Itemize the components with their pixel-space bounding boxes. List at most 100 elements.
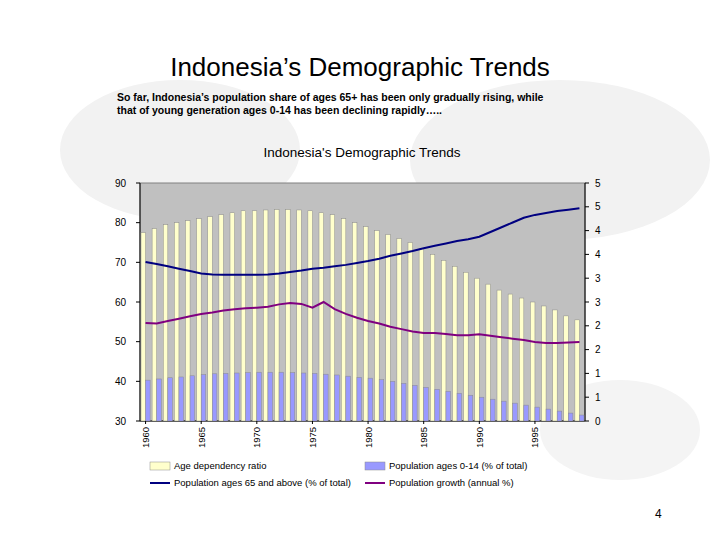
x-tick-label: 1960 — [140, 427, 151, 448]
bar — [430, 254, 435, 421]
line — [146, 302, 580, 343]
bar — [453, 266, 458, 421]
bar — [413, 385, 418, 421]
y2-tick — [585, 421, 589, 422]
bar — [557, 411, 562, 421]
bar — [208, 217, 213, 421]
x-tick-label: 1970 — [251, 427, 262, 448]
line — [146, 208, 580, 275]
x-tick — [368, 421, 369, 424]
bar — [252, 211, 257, 421]
bar — [568, 413, 573, 421]
y-tick-label: 50 — [115, 336, 127, 347]
legend-label: Population ages 0-14 (% of total) — [389, 460, 527, 471]
bar — [330, 215, 335, 421]
bar — [579, 415, 584, 421]
x-tick — [256, 421, 257, 424]
bar — [457, 393, 462, 421]
y2-tick — [585, 302, 589, 303]
y2-tick-label: 4 — [595, 249, 601, 260]
bar — [146, 380, 151, 421]
legend-item: Population growth (annual %) — [365, 477, 514, 488]
y-tick — [136, 262, 140, 263]
page-number: 4 — [655, 507, 662, 521]
bar — [219, 215, 224, 421]
background — [0, 0, 720, 540]
y2-tick-label: 3 — [595, 273, 601, 284]
x-tick-label: 1975 — [307, 427, 318, 448]
bar — [475, 278, 480, 421]
slide: Indonesia’s Demographic TrendsSo far, In… — [0, 0, 720, 540]
y-tick-label: 90 — [115, 178, 127, 189]
bar — [230, 213, 235, 421]
bar — [502, 401, 507, 421]
y2-tick-label: 5 — [595, 178, 601, 189]
bar — [446, 391, 451, 421]
bar — [341, 219, 346, 421]
bar — [424, 387, 429, 421]
bar — [223, 373, 228, 421]
bar — [186, 221, 191, 421]
legend-item: Age dependency ratio — [150, 460, 266, 471]
bar — [542, 306, 547, 421]
y-tick — [136, 302, 140, 303]
bar — [201, 375, 206, 421]
page: {"slide": {"title": "Indonesia’s Demogra… — [0, 0, 720, 540]
legend-swatch — [150, 482, 170, 484]
bar — [141, 233, 146, 421]
bar — [575, 320, 580, 421]
y2-tick — [585, 373, 589, 374]
legend-swatch — [150, 462, 170, 470]
bar — [212, 374, 217, 421]
bar — [268, 372, 273, 421]
bar — [357, 377, 362, 421]
bar — [419, 248, 424, 421]
x-axis — [140, 421, 585, 422]
bar — [257, 372, 262, 421]
bar — [390, 381, 395, 421]
legend-label: Population growth (annual %) — [389, 477, 514, 488]
bar — [152, 229, 157, 421]
y-tick-label: 80 — [115, 217, 127, 228]
bar — [297, 210, 302, 421]
bar — [435, 389, 440, 421]
bar — [179, 377, 184, 421]
y2-tick-label: 2 — [595, 320, 601, 331]
x-tick — [201, 421, 202, 424]
y2-tick — [585, 349, 589, 350]
y-tick-label: 60 — [115, 297, 127, 308]
bar — [379, 380, 384, 421]
bar — [168, 378, 173, 421]
x-tick-label: 1980 — [363, 427, 374, 448]
y-tick-label: 30 — [115, 416, 127, 427]
bar — [464, 272, 469, 421]
x-tick-label: 1965 — [196, 427, 207, 448]
bar — [497, 290, 502, 421]
y2-tick-label: 1 — [595, 368, 601, 379]
bar — [535, 407, 540, 421]
bar — [519, 298, 524, 421]
y-tick — [136, 381, 140, 382]
bar — [479, 397, 484, 421]
bar — [352, 223, 357, 421]
x-tick — [479, 421, 480, 424]
y2-tick-label: 5 — [595, 201, 601, 212]
y2-tick — [585, 230, 589, 231]
bar — [546, 409, 551, 421]
slide-subtitle: that of young generation ages 0-14 has b… — [117, 104, 442, 116]
y2-tick-label: 3 — [595, 297, 601, 308]
bar — [190, 376, 195, 421]
bar — [308, 211, 313, 421]
bar — [346, 376, 351, 421]
x-tick — [312, 421, 313, 424]
y2-tick — [585, 397, 589, 398]
bar — [513, 403, 518, 421]
y-tick — [136, 421, 140, 422]
y2-tick-label: 4 — [595, 225, 601, 236]
bar — [364, 227, 369, 421]
x-tick — [534, 421, 535, 424]
bar — [530, 302, 535, 421]
slide-title: Indonesia’s Demographic Trends — [170, 52, 550, 82]
legend-swatch — [365, 482, 385, 484]
y-tick — [136, 222, 140, 223]
